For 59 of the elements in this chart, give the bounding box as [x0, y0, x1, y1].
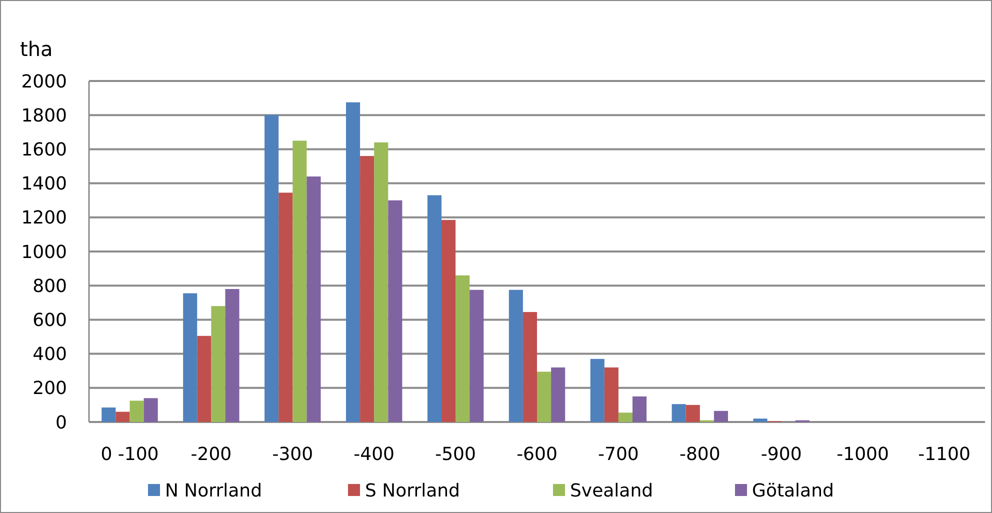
- bar: [292, 140, 307, 422]
- x-tick-label: -500: [435, 444, 476, 465]
- legend-label: Götaland: [752, 480, 834, 502]
- bar: [102, 408, 116, 422]
- bar: [456, 275, 470, 422]
- y-tick-label: 1800: [21, 105, 67, 126]
- bar: [522, 312, 537, 422]
- bar: [427, 195, 442, 422]
- bar: [618, 412, 633, 422]
- legend-label: Svealand: [570, 480, 654, 502]
- x-tick-label: -1100: [918, 444, 970, 465]
- bar: [130, 400, 144, 422]
- y-tick-label: 1200: [21, 208, 67, 229]
- y-axis-title: tha: [20, 37, 53, 61]
- bar: [306, 176, 321, 422]
- bar: [264, 115, 279, 422]
- x-tick-label: 0 -100: [100, 444, 159, 465]
- bar: [183, 293, 198, 422]
- bar: [590, 358, 604, 422]
- bar: [686, 404, 700, 422]
- y-tick-label: 1600: [21, 140, 67, 160]
- bar: [551, 367, 566, 422]
- y-tick-label: 0: [56, 412, 67, 434]
- bar: [144, 398, 158, 422]
- legend-label: N Norrland: [165, 480, 262, 502]
- bar: [346, 102, 360, 422]
- bar: [388, 200, 402, 422]
- bar: [714, 410, 728, 422]
- x-tick-label: -600: [516, 444, 558, 465]
- x-tick-label: -200: [190, 444, 232, 465]
- x-tick-label: -900: [760, 444, 802, 465]
- y-tick-label: 1000: [21, 242, 67, 263]
- y-tick-label: 400: [32, 344, 67, 366]
- bar: [116, 412, 130, 422]
- x-tick-label: -1000: [836, 444, 889, 465]
- y-tick-label: 1400: [21, 174, 67, 195]
- y-tick-label: 600: [32, 310, 67, 331]
- bar: [374, 142, 388, 422]
- bar: [225, 289, 240, 422]
- bar: [211, 306, 226, 422]
- x-tick-label: -400: [354, 444, 395, 465]
- bar: [672, 404, 686, 422]
- x-tick-label: -800: [679, 444, 720, 465]
- bar: [278, 192, 293, 422]
- x-tick-label: -300: [272, 444, 314, 465]
- bar: [632, 396, 647, 422]
- bar: [753, 418, 768, 422]
- bar: [470, 290, 484, 422]
- bar: [360, 156, 374, 422]
- y-tick-label: 800: [32, 276, 67, 297]
- x-tick-label: -700: [598, 444, 639, 465]
- bar: [197, 336, 212, 422]
- bar: [508, 290, 523, 422]
- y-tick-label: 200: [32, 378, 67, 400]
- legend-label: S Norrland: [365, 480, 460, 502]
- bar: [441, 220, 456, 422]
- bar: [604, 367, 618, 422]
- y-tick-label: 2000: [21, 71, 67, 92]
- bar: [537, 372, 552, 422]
